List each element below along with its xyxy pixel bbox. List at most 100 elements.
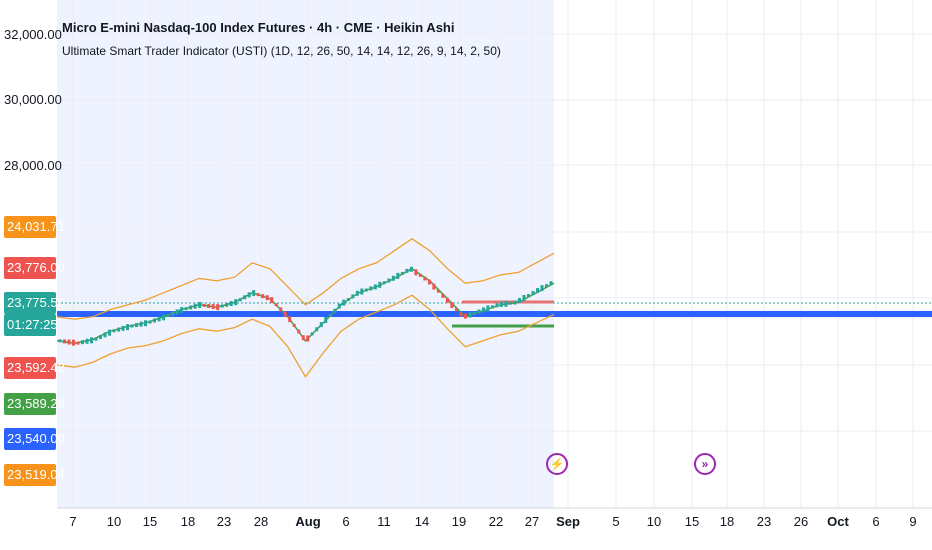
x-tick-label: 7: [69, 514, 77, 529]
upper-band-line: [56, 238, 555, 320]
grid-lines: [57, 0, 932, 508]
lower-band-line: [56, 294, 555, 378]
candle: [450, 302, 454, 309]
candle: [427, 279, 431, 285]
candle: [108, 329, 112, 336]
candle: [373, 284, 377, 290]
candle: [126, 324, 130, 331]
candle: [184, 307, 188, 311]
candle: [243, 295, 247, 300]
candle: [180, 307, 184, 314]
candle: [225, 302, 229, 307]
candle: [162, 314, 166, 321]
candle: [207, 303, 211, 308]
candle: [63, 339, 67, 344]
candle: [144, 320, 148, 327]
candle: [99, 334, 103, 339]
y-tick-32000: 32,000.00: [4, 27, 62, 42]
candle: [166, 314, 170, 318]
candle: [270, 297, 274, 304]
candle: [211, 304, 215, 310]
candle: [337, 303, 341, 309]
candle: [459, 312, 463, 317]
candle: [508, 301, 512, 305]
x-tick-label: 6: [872, 514, 880, 529]
x-tick-label: 9: [909, 514, 917, 529]
candle: [252, 290, 256, 297]
candle: [400, 271, 404, 275]
candle: [387, 278, 391, 283]
candle: [117, 327, 121, 332]
candle: [229, 301, 233, 307]
candle: [526, 294, 530, 298]
candle: [328, 313, 332, 317]
candle: [535, 288, 539, 294]
lightning-icon[interactable]: ⚡: [546, 453, 568, 475]
x-tick-label: 6: [342, 514, 350, 529]
candle: [441, 293, 445, 298]
candle: [549, 281, 553, 286]
price-tag: 23,592.42: [4, 357, 65, 379]
candle: [292, 323, 296, 327]
x-tick-label: 23: [756, 514, 772, 529]
candle: [409, 266, 413, 272]
x-tick-label: 15: [684, 514, 700, 529]
candle: [477, 309, 481, 314]
candle: [283, 311, 287, 317]
candle: [90, 337, 94, 344]
candle: [139, 321, 143, 327]
candle: [432, 283, 436, 290]
x-tick-label: 26: [793, 514, 809, 529]
candle: [189, 305, 193, 310]
price-tag: 24,031.71: [4, 216, 65, 238]
candle: [76, 341, 80, 345]
candle: [135, 323, 139, 328]
candle: [333, 308, 337, 313]
candle: [130, 324, 134, 328]
x-tick-label: 14: [414, 514, 430, 529]
x-tick-label: 10: [106, 514, 122, 529]
x-tick-label: Sep: [556, 514, 580, 529]
candle: [364, 288, 368, 292]
candle: [198, 301, 202, 308]
candle: [481, 307, 485, 313]
candle: [522, 294, 526, 301]
candle: [436, 289, 440, 293]
candle: [306, 335, 310, 342]
candle: [85, 338, 89, 344]
candle: [153, 318, 157, 323]
candle: [58, 339, 62, 343]
x-tick-label: 18: [180, 514, 196, 529]
candle: [301, 335, 305, 341]
candle: [531, 291, 535, 296]
fast-forward-icon[interactable]: »: [694, 453, 716, 475]
candle: [378, 281, 382, 288]
candle: [94, 337, 98, 341]
candle: [67, 339, 71, 345]
x-tick-label: Oct: [827, 514, 849, 529]
candle: [121, 325, 125, 331]
price-tag: 01:27:25: [4, 314, 58, 336]
candle: [405, 268, 409, 273]
x-tick-label: 27: [524, 514, 540, 529]
indicator-legend[interactable]: Ultimate Smart Trader Indicator (USTI) (…: [62, 44, 501, 58]
y-tick-28000: 28,000.00: [4, 158, 62, 173]
candle: [463, 313, 467, 319]
candle: [238, 298, 242, 302]
candle: [423, 276, 427, 281]
x-tick-label: 28: [253, 514, 269, 529]
candle: [396, 272, 400, 279]
candle: [351, 294, 355, 299]
candle: [256, 293, 260, 297]
candle: [544, 284, 548, 288]
candle: [157, 316, 161, 322]
candle: [310, 332, 314, 336]
horizontal-levels: [57, 300, 932, 328]
x-tick-label: 15: [142, 514, 158, 529]
candle: [72, 339, 76, 346]
candle: [103, 332, 107, 338]
candle: [360, 288, 364, 295]
candle: [288, 316, 292, 323]
x-tick-label: 11: [377, 514, 391, 529]
